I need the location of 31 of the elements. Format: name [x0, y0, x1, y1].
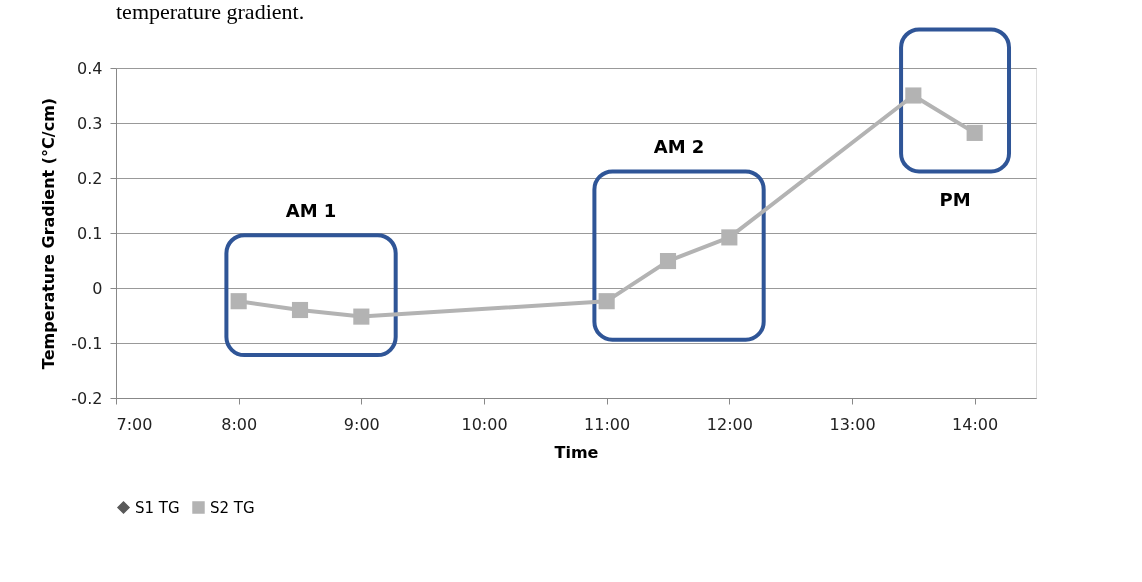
x-tick-label: 11:00 [584, 414, 631, 434]
annotation: AM 2 [653, 136, 705, 158]
point [230, 293, 247, 310]
y-tick-label: 0.1 [77, 223, 103, 243]
y-tick-label: 0.3 [77, 113, 103, 133]
x-tick-label: 9:00 [343, 414, 380, 434]
y-tick-label: -0.2 [71, 388, 103, 408]
x-axis-title: Time [554, 442, 599, 462]
point [721, 229, 738, 246]
point [291, 301, 309, 319]
point [598, 293, 615, 310]
point [966, 124, 983, 141]
x-tick-label: 7:00 [116, 414, 153, 434]
y-tick-label: 0.4 [77, 58, 103, 78]
text: temperature gradient. [116, 0, 305, 24]
legend-label: S1 TG [135, 498, 180, 517]
point [659, 252, 677, 270]
point [353, 308, 370, 325]
x-tick-label: 14:00 [952, 414, 999, 434]
point [905, 87, 922, 104]
y-tick-label: -0.1 [71, 333, 103, 353]
y-tick-label: 0 [92, 278, 103, 298]
y-tick-label: 0.2 [77, 168, 103, 188]
x-tick-label: 10:00 [461, 414, 508, 434]
annotation: AM 1 [285, 200, 337, 222]
x-tick-label: 12:00 [706, 414, 753, 434]
x-tick-label: 8:00 [221, 414, 258, 434]
x-tick-label: 13:00 [829, 414, 876, 434]
annotation: PM [939, 189, 971, 211]
y-axis-title: Temperature Gradient (°C/cm) [39, 97, 59, 370]
legend-label: S2 TG [210, 498, 255, 517]
